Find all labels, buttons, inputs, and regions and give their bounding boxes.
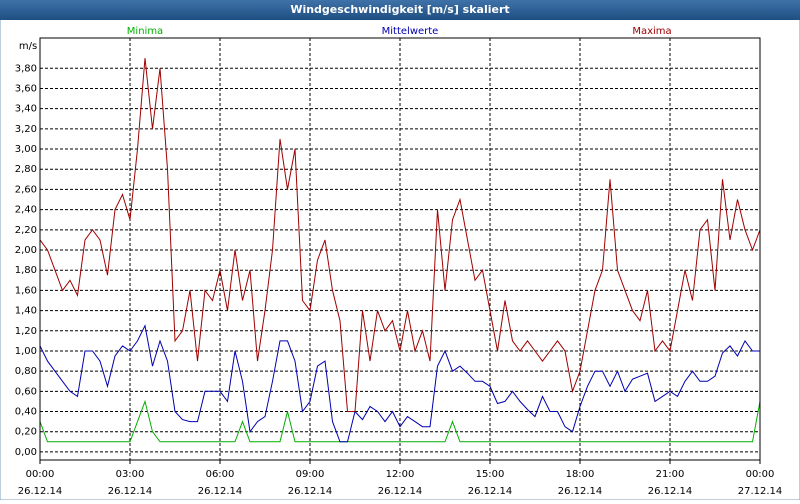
- x-tick-label: 21:00: [656, 469, 685, 480]
- x-tick-date: 26.12.14: [378, 486, 423, 497]
- x-tick-date: 26.12.14: [558, 486, 603, 497]
- title-bar: [0, 0, 800, 20]
- x-tick-date: 26.12.14: [288, 486, 333, 497]
- x-tick-label: 18:00: [566, 469, 595, 480]
- y-tick-label: 1,00: [15, 346, 37, 357]
- x-tick-date: 26.12.14: [108, 486, 153, 497]
- x-tick-date: 26.12.14: [18, 486, 63, 497]
- plot-border: [39, 37, 761, 461]
- legend-entry: Maxima: [632, 26, 671, 37]
- y-axis-label: m/s: [19, 41, 37, 52]
- legend-entry: Mittelwerte: [382, 26, 439, 37]
- y-tick-label: 3,80: [15, 63, 37, 74]
- x-tick-label: 06:00: [206, 469, 235, 480]
- x-tick-label: 03:00: [116, 469, 145, 480]
- x-tick-label: 12:00: [386, 469, 415, 480]
- x-tick-label: 09:00: [296, 469, 325, 480]
- x-tick-date: 27.12.14: [738, 486, 783, 497]
- y-tick-label: 2,60: [15, 184, 37, 195]
- legend-entry: Minima: [127, 26, 163, 37]
- x-tick-date: 26.12.14: [648, 486, 693, 497]
- x-tick-label: 00:00: [746, 469, 775, 480]
- y-tick-label: 3,00: [15, 144, 37, 155]
- chart-title: Windgeschwindigkeit [m/s] skaliert: [290, 3, 509, 16]
- y-tick-label: 2,20: [15, 225, 37, 236]
- series-line: [39, 58, 761, 412]
- y-tick-label: 3,60: [15, 83, 37, 94]
- y-tick-label: 1,60: [15, 285, 37, 296]
- x-tick-date: 26.12.14: [468, 486, 513, 497]
- y-tick-label: 0,20: [15, 427, 37, 438]
- y-tick-label: 0,40: [15, 407, 37, 418]
- y-tick-label: 0,60: [15, 386, 37, 397]
- y-tick-label: 1,40: [15, 306, 37, 317]
- y-tick-label: 2,00: [15, 245, 37, 256]
- series-line: [39, 324, 760, 443]
- x-tick-date: 26.12.14: [198, 486, 243, 497]
- y-tick-label: 3,20: [15, 124, 37, 135]
- y-tick-label: 1,20: [15, 326, 37, 337]
- series-line: [39, 399, 761, 443]
- y-tick-label: 0,00: [15, 447, 37, 458]
- y-tick-label: 2,80: [15, 164, 37, 175]
- x-tick-label: 15:00: [476, 469, 505, 480]
- x-tick-label: 00:00: [26, 469, 55, 480]
- plot-area: 0,00 0,20 0,40 0,60 0,80 1,00 1,20 1,40 1,60 1,80…: [15, 26, 783, 497]
- y-tick-label: 0,80: [15, 366, 37, 377]
- y-tick-label: 2,40: [15, 205, 37, 216]
- y-tick-label: 1,80: [15, 265, 37, 276]
- y-tick-label: 3,40: [15, 104, 37, 115]
